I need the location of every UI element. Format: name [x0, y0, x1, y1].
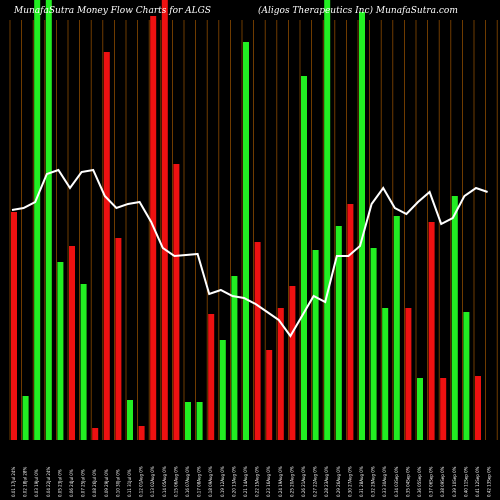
x-tick-label: 0.34 03Sep 0% — [394, 466, 399, 497]
x-tick-label: 0.22 15Aug 0% — [255, 466, 260, 497]
x-tick-labels: 0.01 17Jul 24% 0.02 18Jul 28% 0.03 19Jul 0… — [11, 466, 492, 497]
bar-up — [463, 312, 470, 440]
bar-up — [359, 12, 365, 440]
bar-up — [231, 276, 238, 440]
bar-down — [254, 242, 261, 440]
bar-down — [428, 222, 435, 440]
bar-down — [138, 426, 145, 440]
bar-up — [451, 196, 458, 440]
bar-down — [92, 428, 99, 440]
grid-lines — [9, 20, 498, 440]
x-tick-label: 0.07 25Jul 0% — [81, 469, 86, 497]
bar-up — [417, 378, 423, 440]
x-tick-label: 0.18 09Aug 0% — [208, 466, 213, 497]
x-tick-label: 0.31 28Aug 0% — [359, 466, 364, 497]
x-tick-label: 0.41 12Sep 0% — [475, 466, 480, 497]
bar-up — [127, 400, 133, 440]
x-tick-label: 0.26 21Aug 0% — [301, 466, 306, 497]
x-tick-label: 0.28 23Aug 0% — [324, 466, 329, 497]
x-tick-label: 0.20 13Aug 0% — [231, 466, 236, 497]
x-tick-label: 0.40 11Sep 0% — [463, 466, 468, 497]
x-tick-label: 0.42 13Sep 0% — [487, 466, 492, 497]
chart-title-right: (Aligos Therapeutics Inc) MunafaSutra.co… — [258, 5, 458, 16]
x-tick-label: 0.36 05Sep 0% — [417, 466, 422, 497]
bar-down — [11, 212, 17, 440]
bar-down — [208, 314, 215, 440]
bar-up — [324, 0, 331, 440]
bar-up — [243, 42, 249, 440]
bar-up — [185, 402, 191, 440]
x-tick-label: 0.33 30Aug 0% — [382, 466, 387, 497]
x-tick-label: 0.08 26Jul 0% — [92, 469, 97, 497]
bar-down — [103, 52, 110, 440]
x-tick-label: 0.27 22Aug 0% — [313, 466, 318, 497]
x-tick-label: 0.16 07Aug 0% — [185, 466, 190, 497]
x-tick-label: 0.21 14Aug 0% — [243, 466, 248, 497]
bar-down — [405, 308, 412, 440]
bar-down — [289, 286, 296, 440]
x-tick-label: 0.02 18Jul 28% — [23, 467, 28, 497]
x-tick-label: 0.25 20Aug 0% — [289, 466, 294, 497]
x-tick-label: 0.19 12Aug 0% — [220, 466, 225, 497]
bar-up — [382, 308, 389, 440]
x-tick-label: 0.06 24Jul 0% — [69, 469, 74, 497]
x-tick-label: 0.04 22Jul 24% — [46, 467, 51, 497]
bar-up — [219, 340, 226, 440]
bar-series — [11, 0, 481, 440]
x-tick-label: 0.24 19Aug 0% — [278, 466, 283, 497]
bar-down — [440, 378, 447, 440]
bar-up — [34, 0, 41, 440]
bar-up — [335, 226, 342, 440]
bar-down — [173, 164, 180, 440]
money-flow-line — [11, 168, 488, 338]
x-tick-label: 0.13 02Aug 0% — [150, 466, 155, 497]
x-tick-label: 0.30 27Aug 0% — [347, 466, 352, 497]
x-tick-label: 0.09 29Jul 0% — [104, 469, 109, 497]
bar-down — [115, 238, 122, 440]
x-tick-label: 0.14 05Aug 0% — [162, 466, 167, 497]
bar-down — [69, 246, 75, 440]
x-tick-label: 0.29 26Aug 0% — [336, 466, 341, 497]
x-tick-label: 0.01 17Jul 24% — [11, 467, 16, 497]
x-tick-label: 0.32 29Aug 0% — [371, 466, 376, 497]
bar-up — [80, 284, 87, 440]
x-tick-label: 0.10 30Jul 0% — [115, 469, 120, 497]
bar-up — [301, 76, 307, 440]
bar-down — [161, 0, 168, 440]
bar-up — [196, 402, 203, 440]
bar-up — [45, 0, 52, 440]
bar-down — [475, 376, 481, 440]
bar-up — [312, 250, 319, 440]
bar-up — [393, 216, 400, 440]
x-tick-label: 0.39 10Sep 0% — [452, 466, 457, 497]
x-tick-label: 0.11 31Jul 0% — [127, 469, 132, 497]
bar-up — [57, 262, 64, 440]
bar-up — [22, 396, 29, 440]
bar-down — [266, 350, 273, 440]
bar-down — [347, 204, 354, 440]
x-tick-label: 0.35 04Sep 0% — [405, 466, 410, 497]
x-tick-label: 0.38 09Sep 0% — [440, 466, 445, 497]
x-tick-label: 0.37 06Sep 0% — [429, 466, 434, 497]
x-tick-label: 0.23 16Aug 0% — [266, 466, 271, 497]
x-tick-label: 0.12 01Aug 0% — [139, 466, 144, 497]
x-tick-label: 0.17 08Aug 0% — [197, 466, 202, 497]
x-tick-label: 0.03 19Jul 0% — [34, 469, 39, 497]
bar-down — [277, 308, 284, 440]
x-tick-label: 0.05 23Jul 0% — [57, 469, 62, 497]
x-tick-label: 0.15 06Aug 0% — [173, 466, 178, 497]
chart-title-left: MunafaSutra Money Flow Charts for ALGS — [13, 6, 211, 16]
bar-up — [370, 248, 377, 440]
